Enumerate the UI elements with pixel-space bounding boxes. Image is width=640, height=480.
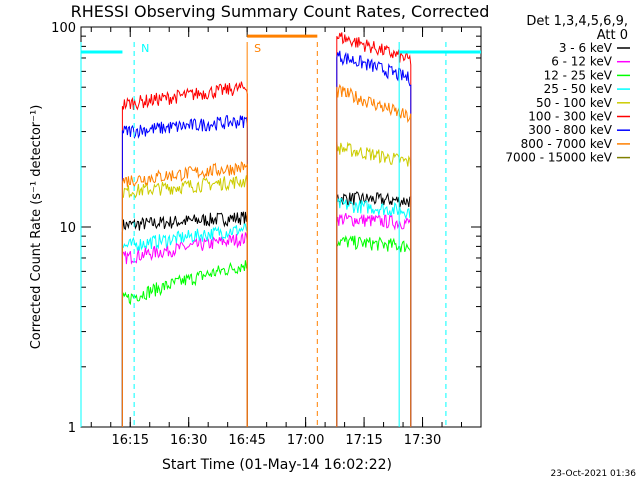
x-tick-label: 17:30: [404, 433, 441, 448]
series-line-4: [121, 175, 248, 428]
series-line-1: [121, 232, 248, 428]
series-line-0: [336, 191, 412, 427]
y-tick-label: 10: [59, 221, 76, 236]
x-tick-label: 16:45: [228, 433, 265, 448]
footer-date: 23-Oct-2021 01:36: [551, 469, 637, 479]
chart-title: RHESSI Observing Summary Count Rates, Co…: [71, 2, 490, 21]
legend-label: 800 - 7000 keV: [521, 137, 613, 151]
legend-header: Det 1,3,4,5,6,9,: [526, 14, 628, 29]
plot-area: [80, 26, 482, 428]
series-line-3: [336, 197, 412, 427]
legend-label: 3 - 6 keV: [559, 41, 613, 55]
x-tick-label: 17:15: [345, 433, 382, 448]
legend-subheader: Att 0: [597, 28, 628, 43]
legend-label: 6 - 12 keV: [551, 55, 613, 69]
series-line-4: [336, 141, 412, 427]
legend-label: 300 - 800 keV: [528, 123, 612, 137]
plot-frame: [80, 26, 482, 428]
x-axis-label: Start Time (01-May-14 16:02:22): [162, 457, 392, 473]
series-line-6: [121, 115, 248, 428]
y-tick-label: 100: [51, 21, 76, 36]
y-axis-label: Corrected Count Rate (s⁻¹ detector⁻¹): [29, 105, 44, 350]
x-axis: 16:15 16:30 16:45 17:00 17:15 17:30: [90, 27, 482, 448]
legend-label: 12 - 25 keV: [544, 68, 613, 82]
series-line-0: [121, 210, 248, 428]
x-tick-label: 17:00: [287, 433, 324, 448]
legend-label: 100 - 300 keV: [528, 110, 612, 124]
x-tick-label: 16:15: [112, 433, 149, 448]
annotation-label: N: [141, 42, 149, 55]
legend-label: 50 - 100 keV: [536, 96, 613, 110]
series-line-3: [121, 223, 248, 428]
series-line-7: [121, 161, 248, 428]
y-axis: 1 10 100: [51, 21, 481, 436]
series-layer: [121, 32, 412, 428]
series-line-2: [336, 235, 412, 427]
annotation-label: S: [254, 42, 261, 55]
legend-label: 7000 - 15000 keV: [505, 151, 612, 165]
y-tick-label: 1: [68, 421, 76, 436]
series-line-2: [121, 260, 248, 428]
legend-label: 25 - 50 keV: [544, 82, 613, 96]
series-line-5: [121, 81, 248, 428]
x-tick-label: 16:30: [170, 433, 207, 448]
series-line-6: [336, 50, 412, 427]
series-line-7: [336, 83, 412, 427]
